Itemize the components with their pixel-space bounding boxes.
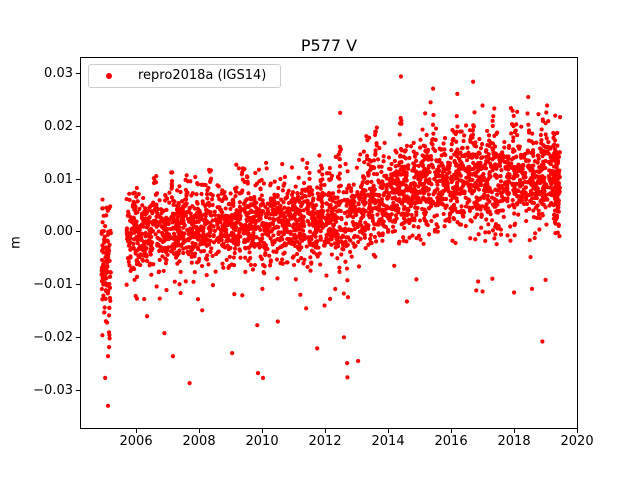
legend-label: repro2018a (IGS14) <box>138 68 267 83</box>
x-tick-label: 2020 <box>560 434 594 449</box>
x-tick-mark <box>198 429 200 433</box>
x-tick-mark <box>135 429 137 433</box>
y-tick-label: 0.02 <box>44 119 73 135</box>
x-tick-label: 2018 <box>497 434 531 449</box>
x-tick-label: 2010 <box>245 434 279 449</box>
y-tick-label: −0.03 <box>33 382 73 398</box>
y-tick-label: 0.03 <box>44 66 73 82</box>
legend: repro2018a (IGS14) <box>88 64 281 88</box>
x-tick-mark <box>513 429 515 433</box>
y-tick-mark <box>76 178 80 180</box>
y-tick-mark <box>76 126 80 128</box>
x-tick-mark <box>576 429 578 433</box>
x-tick-label: 2008 <box>182 434 216 449</box>
y-tick-label: −0.01 <box>33 277 73 293</box>
y-tick-mark <box>76 231 80 233</box>
x-tick-label: 2014 <box>371 434 405 449</box>
y-tick-mark <box>76 336 80 338</box>
x-tick-mark <box>324 429 326 433</box>
y-tick-mark <box>76 389 80 391</box>
y-tick-label: 0.01 <box>44 171 73 187</box>
x-tick-label: 2012 <box>308 434 342 449</box>
x-tick-mark <box>261 429 263 433</box>
y-tick-label: 0.00 <box>44 224 73 240</box>
x-tick-label: 2016 <box>434 434 468 449</box>
y-tick-mark <box>76 73 80 75</box>
x-tick-mark <box>450 429 452 433</box>
y-tick-label: −0.02 <box>33 329 73 345</box>
x-tick-mark <box>387 429 389 433</box>
x-tick-label: 2006 <box>119 434 153 449</box>
legend-marker-dot-icon <box>106 73 112 79</box>
y-tick-mark <box>76 284 80 286</box>
